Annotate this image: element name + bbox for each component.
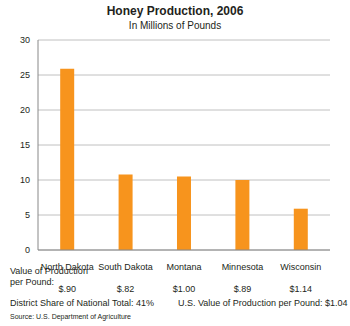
svg-text:$.82: $.82 xyxy=(117,284,135,294)
svg-text:30: 30 xyxy=(20,35,30,45)
svg-text:25: 25 xyxy=(20,70,30,80)
svg-text:$1.00: $1.00 xyxy=(173,284,196,294)
svg-text:Montana: Montana xyxy=(166,262,201,272)
svg-text:$1.14: $1.14 xyxy=(290,284,313,294)
svg-text:$.90: $.90 xyxy=(58,284,76,294)
svg-text:Wisconsin: Wisconsin xyxy=(280,262,321,272)
html-text:In Millions of Pounds: In Millions of Pounds xyxy=(128,20,222,31)
html-text:Honey Production, 2006: Honey Production, 2006 xyxy=(106,4,244,18)
html-text:Source: U.S. Department of Agr: Source: U.S. Department of Agriculture xyxy=(10,313,131,320)
html-text:U.S. Value of Production per P: U.S. Value of Production per Pound: $1.0… xyxy=(178,298,348,308)
svg-text:South Dakota: South Dakota xyxy=(98,262,153,272)
svg-text:20: 20 xyxy=(20,105,30,115)
svg-text:0: 0 xyxy=(25,245,30,255)
svg-text:Minnesota: Minnesota xyxy=(222,262,264,272)
svg-text:5: 5 xyxy=(25,210,30,220)
svg-text:$.89: $.89 xyxy=(234,284,252,294)
html-text:District Share of National Tot: District Share of National Total: 41% xyxy=(10,298,154,308)
html-text:Value of Production per Pound:: Value of Production per Pound: xyxy=(10,266,88,287)
svg-text:15: 15 xyxy=(20,140,30,150)
svg-text:10: 10 xyxy=(20,175,30,185)
